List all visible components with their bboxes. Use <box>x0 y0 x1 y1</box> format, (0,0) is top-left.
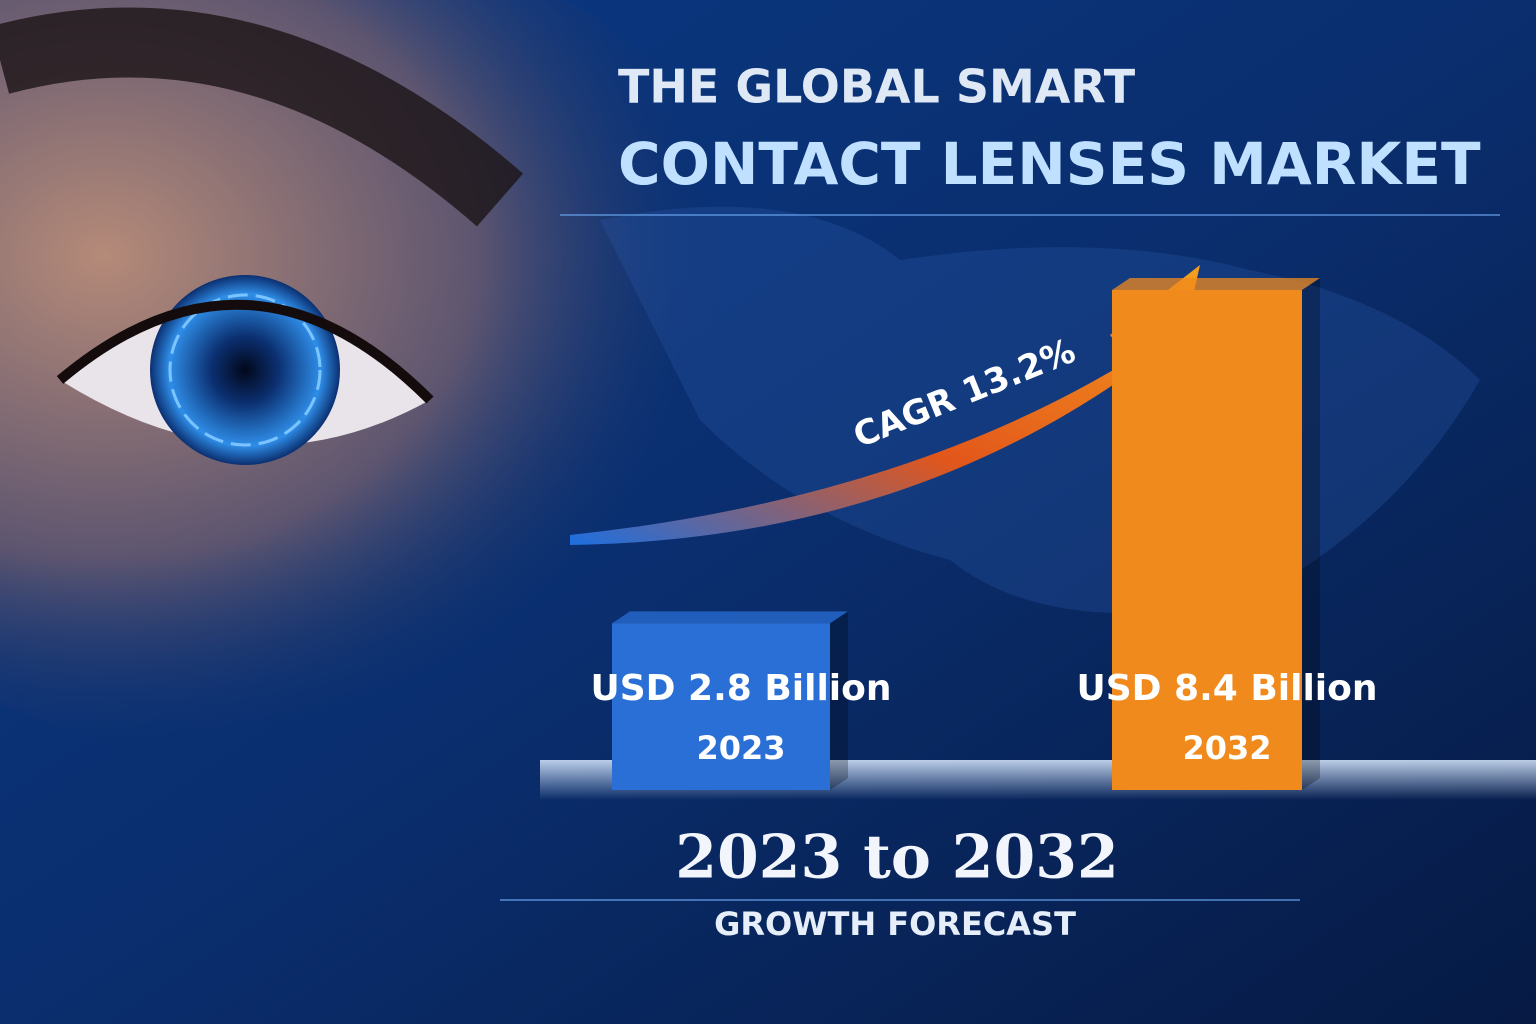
chart-title: CONTACT LENSES MARKET <box>618 130 1481 198</box>
bar-side <box>830 611 848 790</box>
bar <box>1112 290 1302 790</box>
bar-top <box>612 611 848 624</box>
subtitle: 2023 to 2032 <box>675 823 1119 893</box>
value-label: USD 8.4 Billion <box>1076 668 1377 709</box>
eyelid <box>56 299 434 404</box>
caption: GROWTH FORECAST <box>714 905 1076 943</box>
bar <box>612 623 830 790</box>
chart-title: THE GLOBAL SMART <box>618 60 1136 114</box>
bar-top <box>1112 278 1320 290</box>
eyebrow <box>0 7 524 227</box>
bar-side <box>1302 278 1320 790</box>
x-tick-label: 2032 <box>1182 729 1271 767</box>
hud-ring <box>168 293 322 447</box>
value-label: USD 2.8 Billion <box>590 668 891 709</box>
x-tick-label: 2023 <box>696 729 785 767</box>
growth-arrow <box>570 265 1200 545</box>
iris <box>150 275 340 465</box>
